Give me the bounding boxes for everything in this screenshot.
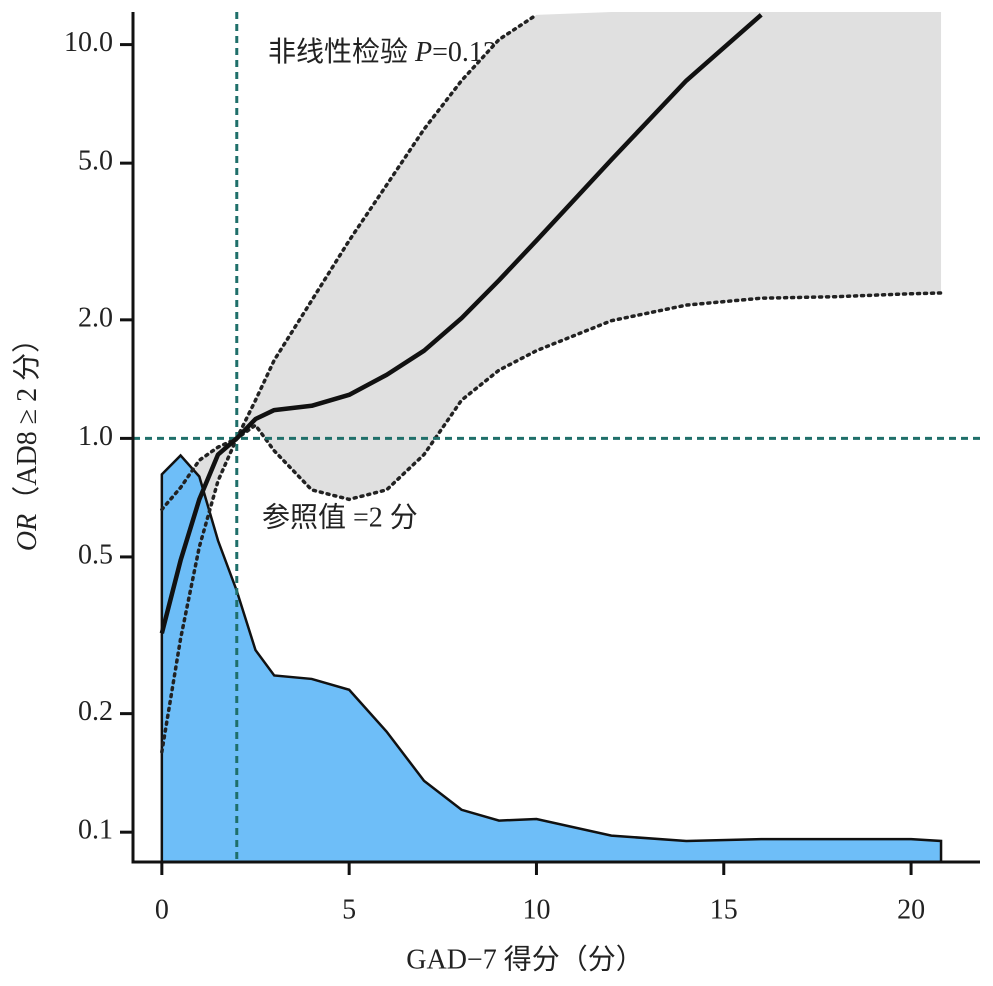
y-tick-label: 0.5 xyxy=(78,539,113,570)
ci-band xyxy=(161,12,942,752)
x-axis-label: GAD−7 得分（分） xyxy=(406,943,643,975)
y-tick-label: 5.0 xyxy=(78,146,113,177)
x-tick-label: 10 xyxy=(522,894,550,925)
y-label-rest: （AD8 ≥ 2 分） xyxy=(11,325,43,514)
y-tick-label: 10.0 xyxy=(64,27,113,58)
annotation-ref: 参照值 =2 分 xyxy=(262,501,418,533)
annotation-p: 非线性检验 P=0.13 xyxy=(268,36,497,68)
annotation-prefix: 非线性检验 xyxy=(268,36,415,68)
ci-upper xyxy=(160,13,539,512)
y-axis-label: OR（AD8 ≥ 2 分） xyxy=(11,325,43,551)
x-tick-label: 0 xyxy=(155,894,169,925)
x-tick-label: 20 xyxy=(897,894,925,925)
ci-lower xyxy=(160,291,943,754)
x-tick-label: 15 xyxy=(710,894,738,925)
annotation-italic: P xyxy=(414,37,432,68)
y-tick-label: 2.0 xyxy=(78,302,113,333)
y-tick-label: 0.1 xyxy=(78,815,113,846)
x-tick-label: 5 xyxy=(342,894,356,925)
y-tick-label: 1.0 xyxy=(78,421,113,452)
y-label-italic: OR xyxy=(12,514,43,551)
or-curve xyxy=(159,13,763,634)
plot-area xyxy=(133,12,980,862)
y-tick-label: 0.2 xyxy=(78,696,113,727)
density-area xyxy=(160,453,943,862)
